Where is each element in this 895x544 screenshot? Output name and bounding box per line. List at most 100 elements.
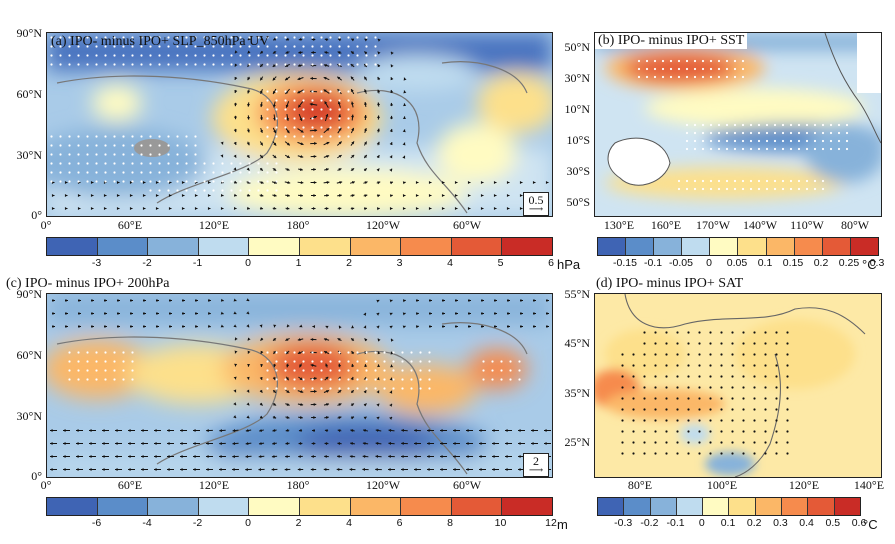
colorbar-tick-label: 12 xyxy=(545,517,557,529)
colorbar-segment xyxy=(350,498,402,515)
wind-vector-head xyxy=(300,390,304,394)
wind-vector-head xyxy=(285,50,289,54)
wind-vector-head xyxy=(246,298,250,301)
wind-vector-head xyxy=(364,207,367,211)
significance-dot xyxy=(365,36,368,39)
wind-vector-head xyxy=(128,454,131,459)
significance-dot xyxy=(158,54,161,57)
wind-vector-head xyxy=(234,90,238,94)
wind-vector-head xyxy=(518,441,521,446)
significance-dot xyxy=(95,351,98,354)
significance-dot xyxy=(95,36,98,39)
colorbar-tick-label: 3 xyxy=(396,257,403,269)
wind-vector-head xyxy=(466,454,469,459)
wind-vector-head xyxy=(247,103,251,107)
wind-vector-head xyxy=(50,454,53,459)
y-tick-label: 25°N xyxy=(564,435,590,449)
wind-vector-head xyxy=(260,206,264,210)
significance-dot xyxy=(645,59,649,63)
panel-a-field xyxy=(47,33,552,216)
colorbar-tick-label: 0.2 xyxy=(746,517,762,529)
significance-dot xyxy=(311,36,314,39)
significance-dot xyxy=(786,408,789,411)
wind-vector-head xyxy=(64,206,68,211)
wind-vector-head xyxy=(285,428,289,432)
significance-dot xyxy=(302,135,305,138)
wind-vector-head xyxy=(481,298,484,303)
wind-vector-head xyxy=(339,180,343,184)
colorbar-segment xyxy=(794,238,823,255)
significance-dot xyxy=(677,179,681,183)
significance-dot xyxy=(509,378,512,381)
wind-vector-head xyxy=(533,298,536,303)
significance-dot xyxy=(302,36,305,39)
significance-dot xyxy=(687,353,690,356)
significance-dot xyxy=(410,387,413,390)
significance-dot xyxy=(320,135,323,138)
colorbar-segment xyxy=(97,498,149,515)
significance-dot xyxy=(813,179,817,183)
significance-dot xyxy=(685,59,689,63)
significance-dot xyxy=(701,187,705,191)
significance-dot xyxy=(753,408,756,411)
wind-vector-head xyxy=(506,193,510,198)
significance-dot xyxy=(275,171,278,174)
wind-vector-head xyxy=(286,142,290,146)
wind-vector-head xyxy=(326,141,330,145)
wind-vector-head xyxy=(167,467,170,472)
significance-dot xyxy=(347,135,350,138)
wind-vector-head xyxy=(453,441,456,446)
significance-dot xyxy=(167,63,170,66)
significance-dot xyxy=(86,153,89,156)
wind-vector-head xyxy=(338,390,342,393)
significance-dot xyxy=(113,162,116,165)
significance-dot xyxy=(797,139,801,143)
significance-dot xyxy=(176,45,179,48)
wind-vector-head xyxy=(51,193,55,198)
significance-dot xyxy=(518,378,521,381)
significance-dot xyxy=(749,187,753,191)
significance-dot xyxy=(275,180,278,183)
significance-dot xyxy=(500,360,503,363)
wind-vector-head xyxy=(313,389,317,394)
significance-dot xyxy=(104,54,107,57)
wind-vectors xyxy=(50,298,551,472)
wind-vector-head xyxy=(300,180,304,185)
wind-vector-head xyxy=(89,428,92,433)
significance-dot xyxy=(725,131,729,135)
wind-vector-head xyxy=(375,428,379,432)
significance-dot xyxy=(320,117,323,120)
significance-dot xyxy=(284,126,287,129)
wind-vector-head xyxy=(233,129,237,133)
significance-dot xyxy=(742,386,745,389)
significance-dot xyxy=(805,187,809,191)
wind-vector-head xyxy=(141,441,144,446)
significance-dot xyxy=(665,353,668,356)
significance-dot xyxy=(786,441,789,444)
significance-dot xyxy=(717,131,721,135)
colorbar-segment xyxy=(401,238,452,255)
wind-vector-head xyxy=(428,193,432,198)
wind-vector-head xyxy=(467,206,471,211)
wind-vector-head xyxy=(260,77,263,81)
wind-vector-head xyxy=(520,311,523,316)
significance-dot xyxy=(347,108,350,111)
significance-dot xyxy=(185,153,188,156)
wind-vector-head xyxy=(65,324,68,329)
wind-vector-head xyxy=(78,298,81,303)
wind-vector-head xyxy=(91,298,94,303)
significance-dot xyxy=(676,386,679,389)
significance-dot xyxy=(676,353,679,356)
wind-vector-head xyxy=(363,128,367,132)
significance-dot xyxy=(131,171,134,174)
significance-dot xyxy=(757,187,761,191)
wind-vector-head xyxy=(260,142,263,146)
wind-vector-head xyxy=(258,467,262,472)
wind-vector-head xyxy=(338,416,342,420)
significance-dot xyxy=(77,135,80,138)
wind-vector-head xyxy=(377,51,381,55)
wind-vector-head xyxy=(245,467,248,472)
wind-vector-head xyxy=(337,338,341,342)
wind-vector-head xyxy=(505,454,508,459)
wind-vector-head xyxy=(376,416,380,420)
